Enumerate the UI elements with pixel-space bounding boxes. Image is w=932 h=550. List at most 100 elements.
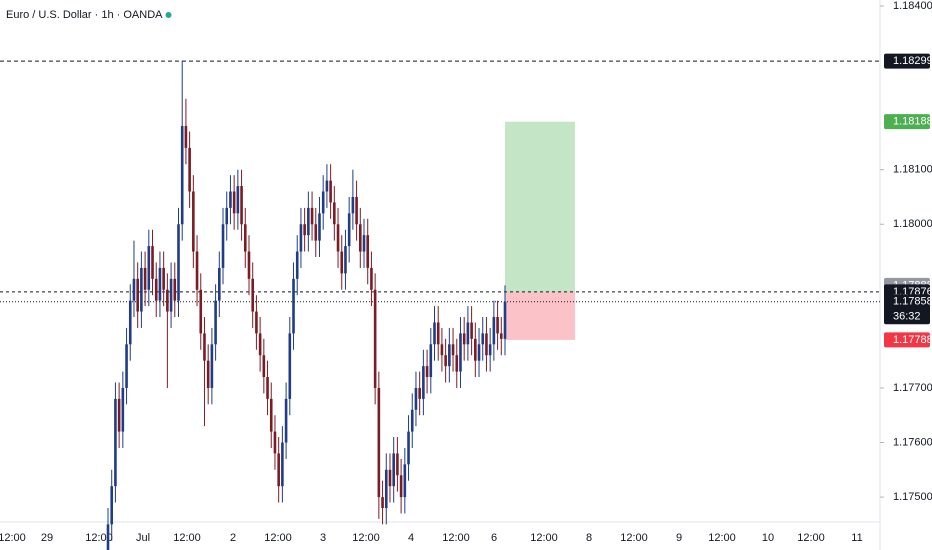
candle-body: [492, 317, 496, 345]
candle-body: [277, 453, 280, 487]
candle-body: [221, 224, 225, 268]
candle-body: [396, 453, 399, 476]
candle-body: [451, 344, 455, 356]
candle-body: [373, 289, 377, 388]
x-tick-label: Jul: [136, 532, 150, 544]
candle-body: [251, 278, 255, 312]
price-badge: [884, 114, 930, 130]
price-badge: [884, 53, 930, 69]
candle-body: [292, 278, 295, 334]
candle-body: [143, 267, 147, 290]
candle-body: [266, 377, 269, 399]
candle-body: [243, 224, 247, 252]
candle-body: [485, 333, 488, 356]
candle-body: [258, 333, 262, 356]
candle-body: [407, 431, 410, 465]
price-badge-label: 1.18188: [893, 116, 932, 128]
price-badge: [884, 294, 930, 325]
candle-body: [503, 301, 507, 339]
countdown-label: 36:32: [893, 311, 921, 323]
candle-body: [321, 191, 325, 214]
x-tick-label: 4: [408, 532, 414, 544]
x-tick-label: 8: [586, 532, 592, 544]
candle-body: [310, 207, 314, 225]
candle-body: [177, 224, 180, 301]
candle-body: [147, 246, 151, 290]
y-tick-label: 1.18000: [893, 218, 932, 230]
candle-body: [206, 360, 210, 388]
candle-body: [269, 398, 273, 432]
candle-body: [140, 267, 143, 312]
candle-body: [314, 224, 318, 241]
candle-body: [399, 475, 403, 498]
candle-body: [466, 322, 470, 345]
candle-body: [384, 469, 388, 508]
market-status-dot: [165, 12, 172, 18]
candle-body: [180, 126, 184, 225]
candle-body: [210, 344, 214, 388]
candle-body: [117, 398, 121, 432]
price-badge-label: 1.18299: [893, 55, 932, 67]
candle-body: [392, 453, 395, 487]
candle-body: [418, 387, 421, 399]
candle-body: [358, 224, 362, 252]
candle-body: [240, 186, 243, 225]
x-tick-label: 12:00: [264, 532, 292, 544]
candle-body: [344, 246, 347, 274]
candle-body: [370, 267, 373, 290]
y-tick-label: 1.17500: [893, 491, 932, 503]
candle-body: [414, 387, 418, 410]
candle-body: [225, 207, 229, 225]
candle-body: [255, 311, 258, 334]
candle-body: [448, 344, 451, 367]
candle-body: [403, 464, 407, 498]
x-tick-label: 12:00: [85, 532, 113, 544]
candle-body: [195, 251, 199, 290]
candle-body: [462, 333, 466, 345]
candle-body: [158, 267, 162, 301]
candle-body: [440, 344, 444, 356]
candle-body: [299, 224, 303, 252]
candle-body: [125, 344, 128, 388]
candle-body: [106, 524, 110, 550]
x-tick-label: 12:00: [530, 532, 558, 544]
candle-body: [477, 344, 481, 361]
candle-body: [444, 355, 447, 367]
y-tick-label: 1.18400: [893, 0, 932, 12]
candle-body: [203, 333, 206, 361]
candle-body: [247, 251, 251, 279]
candle-body: [325, 180, 329, 192]
x-tick-label: 11: [851, 532, 862, 544]
candle-body: [318, 213, 321, 241]
candle-body: [336, 224, 340, 252]
x-tick-label: 10: [762, 532, 774, 544]
candle-body: [199, 289, 203, 334]
x-tick-label: 12:00: [797, 532, 825, 544]
candle-body: [433, 322, 436, 345]
candle-body: [422, 366, 425, 399]
candle-body: [192, 191, 195, 252]
candle-body: [110, 486, 114, 525]
candle-body: [173, 278, 177, 301]
x-tick-label: 2: [230, 532, 236, 544]
candle-body: [154, 278, 158, 301]
x-tick-label: 29: [41, 532, 53, 544]
candle-body: [281, 442, 284, 487]
candle-body: [128, 300, 132, 345]
candle-body: [151, 246, 154, 279]
candle-body: [169, 278, 173, 312]
loss-zone: [505, 291, 575, 340]
candle-body: [496, 317, 499, 334]
candle-body: [347, 213, 351, 247]
candle-body: [470, 322, 473, 339]
x-tick-label: 12:00: [0, 532, 26, 544]
candle-body: [355, 196, 358, 225]
y-tick-label: 1.18100: [893, 164, 932, 176]
candle-body: [295, 251, 299, 279]
candle-body: [362, 235, 366, 252]
candle-body: [455, 355, 459, 372]
candle-body: [214, 300, 217, 345]
candle-body: [284, 398, 288, 443]
candle-body: [481, 333, 485, 345]
